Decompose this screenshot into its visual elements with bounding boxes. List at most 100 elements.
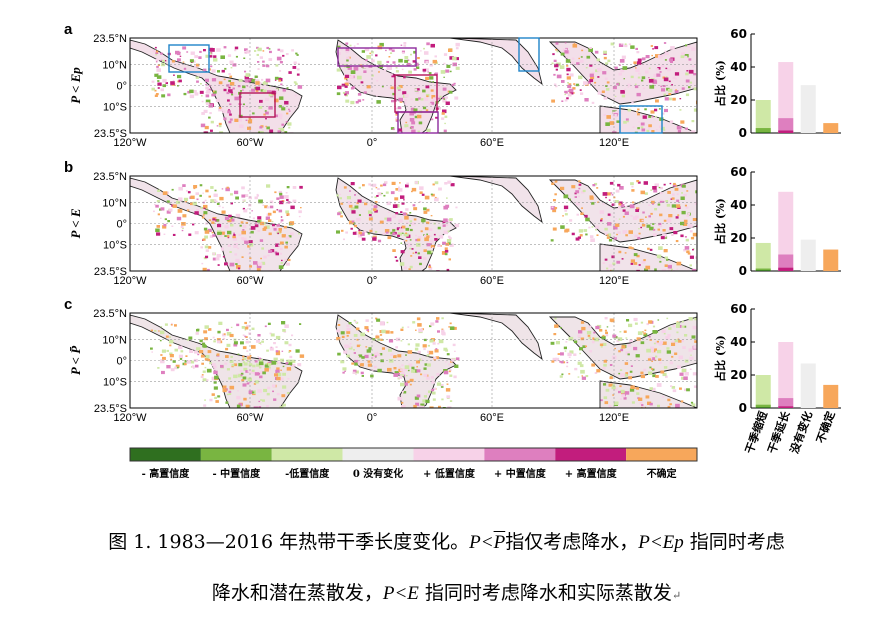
map-cell <box>260 343 262 345</box>
map-cell <box>688 58 692 61</box>
map-cell <box>242 334 245 336</box>
map-cell <box>603 50 607 54</box>
map-cell <box>449 56 454 60</box>
map-cell <box>232 235 236 239</box>
lat-tick-label: 10°S <box>103 376 127 388</box>
map-cell <box>694 340 697 343</box>
map-cell <box>686 250 690 254</box>
map-cell <box>386 321 389 324</box>
map-cell <box>173 74 175 76</box>
map-cell <box>349 190 351 192</box>
map-cell <box>442 99 447 103</box>
map-cell <box>634 83 637 85</box>
caption-symbol-p-e: P<E <box>382 583 419 604</box>
map-cell <box>410 53 412 56</box>
map-cell <box>392 92 396 96</box>
map-cell <box>167 93 171 97</box>
map-cell <box>580 56 583 58</box>
map-cell <box>431 193 435 197</box>
map-cell <box>606 269 610 271</box>
map-cell <box>388 348 392 352</box>
map-cell <box>210 65 213 68</box>
map-cell <box>453 375 457 379</box>
map-cell <box>414 396 419 400</box>
map-cell <box>185 201 187 203</box>
map-cell <box>217 330 221 334</box>
map-cell <box>203 49 206 52</box>
map-cell <box>297 363 302 367</box>
map-cell <box>624 211 629 215</box>
map-cell <box>676 331 679 334</box>
map-cell <box>208 328 212 331</box>
map-cell <box>429 76 434 80</box>
map-cell <box>245 119 248 121</box>
region-box-1 <box>239 92 276 118</box>
map-cell <box>174 324 177 327</box>
map-cell <box>591 101 595 104</box>
map-cell <box>203 204 208 209</box>
map-cell <box>405 121 408 124</box>
map-cell <box>208 85 211 87</box>
map-cell <box>204 357 209 361</box>
map-cell <box>444 253 448 256</box>
map-cell <box>432 59 437 64</box>
caption-symbol-p-ep: P<Ep <box>638 532 684 553</box>
map-cell <box>680 400 684 403</box>
map-cell <box>595 225 600 229</box>
map-cell <box>337 352 341 356</box>
map-cell <box>281 394 286 398</box>
map-cell <box>201 374 204 376</box>
map-cell <box>233 341 238 345</box>
map-cell <box>677 129 681 133</box>
map-cell <box>205 189 209 193</box>
map-cell <box>393 355 397 359</box>
map-cell <box>190 366 193 368</box>
map-cell <box>423 47 425 50</box>
map-cell <box>254 372 259 376</box>
map-cell <box>656 383 662 387</box>
map-cell <box>183 67 187 70</box>
map-cell <box>642 87 646 90</box>
map-cell <box>405 184 409 188</box>
map-cell <box>671 204 676 208</box>
map-cell <box>660 236 665 240</box>
map-cell <box>211 393 215 396</box>
map-cell <box>620 369 623 371</box>
map-cell <box>219 196 224 201</box>
map-cell <box>693 73 697 76</box>
map-cell <box>227 99 230 102</box>
map-cell <box>666 87 670 91</box>
map-cell <box>394 256 397 258</box>
map-cell <box>402 212 407 216</box>
map-cell <box>655 54 660 58</box>
map-cell <box>572 92 575 94</box>
map-cell <box>401 390 404 393</box>
map-cell <box>275 243 280 247</box>
map-cell <box>352 231 357 235</box>
map-cell <box>683 219 688 223</box>
map-cell <box>259 131 264 133</box>
map-cell <box>614 347 616 350</box>
map-cell <box>363 70 367 73</box>
map-cell <box>291 363 296 367</box>
map-cell <box>589 195 594 199</box>
map-cell <box>157 87 160 89</box>
map-cell <box>196 347 201 351</box>
map-cell <box>643 333 648 337</box>
map-cell <box>590 235 594 238</box>
map-cell <box>423 249 427 252</box>
panel-label-c: c <box>64 296 72 313</box>
map-cell <box>235 213 241 218</box>
map-cell <box>381 85 384 88</box>
map-cell <box>417 130 420 133</box>
map-cell <box>423 207 427 211</box>
map-cell <box>198 56 202 59</box>
map-cell <box>597 201 599 203</box>
map-cell <box>404 103 407 105</box>
map-cell <box>205 249 209 252</box>
map-cell <box>638 264 641 266</box>
map-cell <box>269 200 274 204</box>
map-cell <box>172 360 176 363</box>
map-cell <box>398 88 401 91</box>
map-cell <box>395 120 398 122</box>
